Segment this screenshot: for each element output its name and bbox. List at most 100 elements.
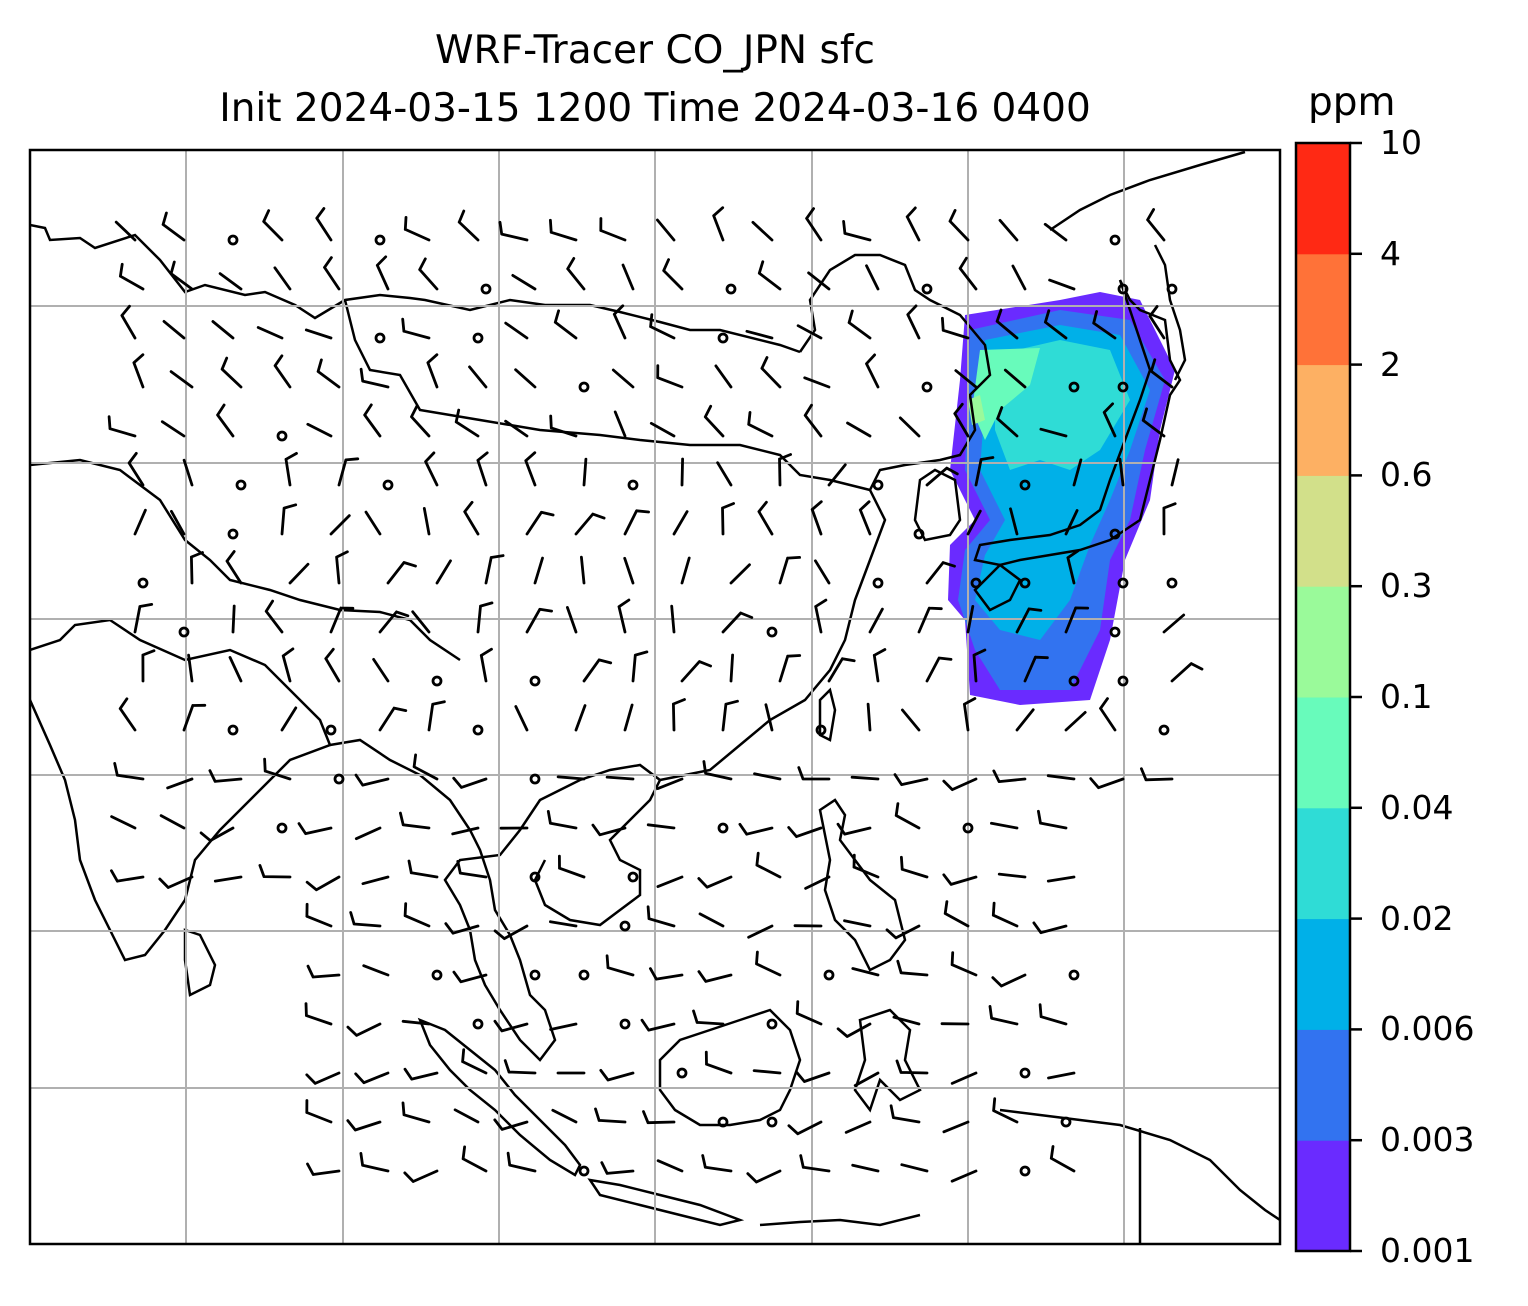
map-frame (28, 148, 1282, 1246)
calm-wind-circle (374, 234, 386, 246)
calm-wind-circle (1117, 283, 1129, 295)
wind-barb (942, 873, 978, 886)
calm-wind-circle (235, 479, 247, 491)
wind-barb (787, 1120, 823, 1136)
wind-barb (110, 869, 145, 883)
calm-wind-circle (627, 871, 639, 883)
wind-barb (1148, 305, 1166, 340)
wind-barb (810, 500, 823, 536)
wind-barb (546, 810, 578, 830)
wind-barb (132, 353, 145, 389)
wind-barb (844, 1120, 872, 1134)
coastlines (30, 150, 1280, 1244)
coast-flores (759, 1213, 921, 1227)
wind-barb (273, 266, 292, 291)
wind-barb (468, 365, 488, 389)
wind-barb (1102, 402, 1117, 438)
wind-barb (991, 973, 1027, 988)
wind-barb (1037, 809, 1068, 830)
wind-barb (814, 559, 831, 585)
calm-wind-circle (1117, 577, 1129, 589)
calm-wind-circle (717, 332, 729, 344)
wind-barb (600, 1161, 635, 1175)
wind-barb (898, 416, 921, 438)
calm-wind-circle (717, 822, 729, 834)
wind-barb (942, 777, 978, 791)
wind-barb (169, 260, 194, 291)
wind-barb (162, 320, 186, 340)
chart-title-line2: Init 2024-03-15 1200 Time 2024-03-16 040… (219, 86, 1091, 131)
calm-wind-circle (921, 381, 933, 393)
wind-barb (692, 1009, 725, 1026)
calm-wind-circle (970, 577, 982, 589)
wind-barb (558, 854, 586, 879)
wind-barb (594, 1107, 627, 1124)
wind-barb (712, 206, 725, 242)
wind-barb (498, 220, 529, 242)
wind-barb (778, 556, 801, 585)
wind-barb (514, 368, 537, 389)
wind-barb (799, 1154, 831, 1173)
wind-barb (631, 650, 649, 683)
wind-barb (582, 658, 613, 683)
wind-barb (386, 561, 417, 585)
wind-barb (649, 967, 684, 981)
wind-barb (778, 654, 802, 683)
wind-barb (900, 855, 929, 879)
wind-barb (1099, 697, 1117, 732)
wind-barb (1064, 606, 1090, 634)
wind-barb (169, 370, 194, 389)
calm-wind-circle (1019, 1067, 1031, 1079)
calm-wind-circle (725, 283, 737, 295)
wind-barb (591, 823, 627, 837)
calm-wind-circle (1166, 283, 1178, 295)
wind-barb (680, 660, 712, 683)
wind-barb (349, 911, 382, 928)
wind-barb (213, 875, 243, 883)
wind-barb (304, 328, 333, 340)
wind-barb (751, 220, 774, 242)
wind-barb (925, 561, 956, 585)
wind-barb (461, 1145, 488, 1173)
wind-barb (461, 1048, 488, 1075)
wind-barb (297, 822, 333, 835)
calm-wind-circle (872, 479, 884, 491)
wind-barb (1038, 1003, 1068, 1026)
wind-barb (649, 421, 676, 438)
colorbar-swatch (1296, 697, 1350, 809)
wind-barb (729, 563, 751, 585)
wind-barbs (107, 206, 1204, 1184)
wind-barb (827, 657, 856, 683)
wind-barb (511, 274, 537, 291)
calm-wind-circle (382, 479, 394, 491)
wind-barb (504, 419, 529, 438)
colorbar-tick-label: 4 (1380, 233, 1401, 273)
wind-barb (551, 1108, 578, 1124)
calm-wind-circle (1060, 1116, 1072, 1128)
wind-barb (216, 403, 235, 438)
colorbar-swatch (1296, 475, 1350, 587)
wind-barb (426, 353, 439, 389)
wind-barb (484, 554, 505, 585)
wind-barb (895, 1059, 929, 1075)
wind-barb (623, 703, 634, 732)
wind-barb (966, 509, 982, 536)
colorbar-swatch (1296, 364, 1350, 476)
wind-barb (954, 369, 978, 389)
coast-india (30, 618, 332, 962)
wind-barb (958, 256, 978, 291)
wind-barb (574, 704, 587, 732)
colorbar-tick-label: 0.006 (1380, 1009, 1475, 1049)
wind-barb (506, 1151, 537, 1173)
wind-barb (412, 753, 439, 781)
wind-barb (900, 1163, 929, 1173)
wind-barb (141, 649, 156, 683)
wind-barb (463, 500, 480, 536)
wind-barb (220, 356, 243, 389)
wind-barb (354, 1071, 390, 1085)
colorbar-swatch (1296, 143, 1350, 255)
calm-wind-circle (333, 773, 345, 785)
wind-barb (901, 708, 921, 732)
wind-barb (747, 411, 774, 438)
colorbar-tick-label: 10 (1380, 123, 1422, 162)
